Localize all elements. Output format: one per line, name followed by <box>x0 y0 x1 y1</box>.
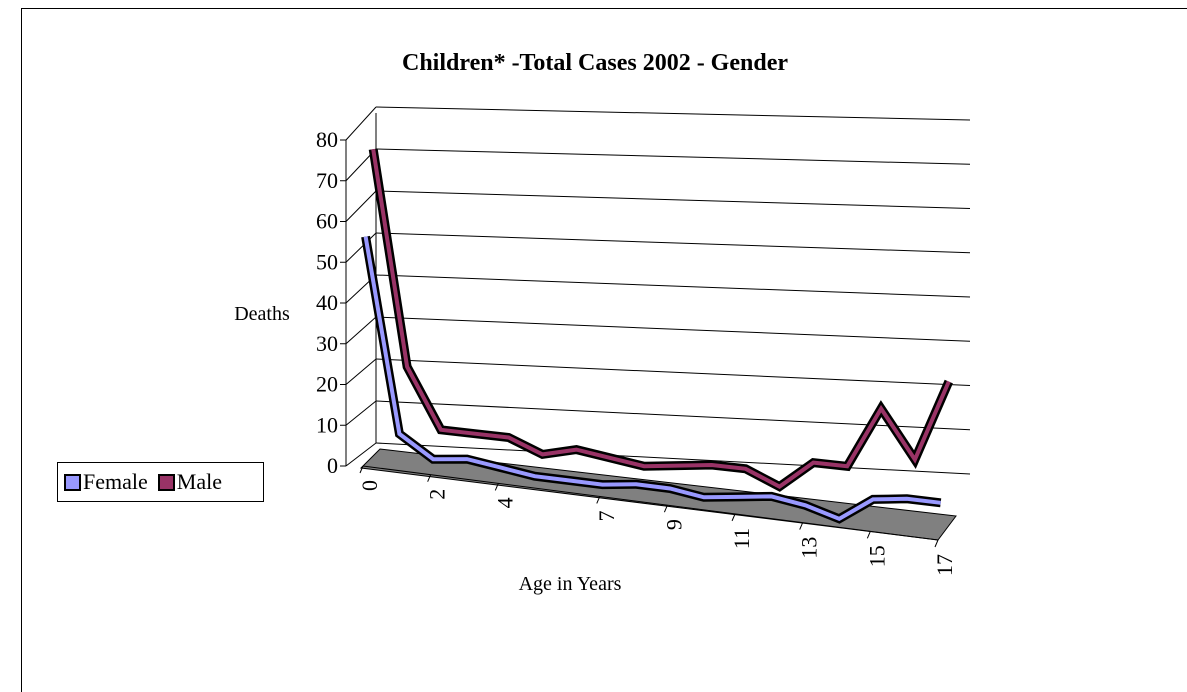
gridline-side <box>345 400 377 426</box>
x-tick-mark <box>494 483 499 491</box>
y-tick-label: 0 <box>327 453 338 478</box>
x-tick-mark <box>427 474 432 482</box>
x-tick-mark <box>359 465 364 474</box>
series-line-female <box>363 236 941 522</box>
legend-item-male: Male <box>157 469 222 495</box>
x-axis-line <box>362 465 939 541</box>
gridline-side <box>345 316 377 345</box>
x-tick-mark <box>596 496 601 504</box>
legend-swatch <box>64 473 81 491</box>
legend-item-female: Female <box>64 469 148 495</box>
x-tick-label: 4 <box>492 497 517 508</box>
gridline-side <box>345 190 377 222</box>
gridline <box>375 232 971 254</box>
gridline <box>375 190 971 209</box>
x-axis-label: Age in Years <box>519 573 622 595</box>
x-tick-label: 13 <box>797 537 822 559</box>
y-axis-label: Deaths <box>234 303 290 325</box>
gridline <box>375 106 971 121</box>
gridline <box>375 442 971 475</box>
x-tick-label: 15 <box>864 545 889 567</box>
y-tick-label: 30 <box>316 331 338 356</box>
series-group <box>361 148 953 524</box>
y-tick-label: 50 <box>316 249 338 274</box>
gridline <box>375 274 971 298</box>
y-axis-ticks: 0 10 20 30 40 50 60 70 80 <box>316 127 346 478</box>
x-tick-mark <box>731 513 736 522</box>
x-tick-label: 9 <box>661 519 686 530</box>
chart-frame <box>21 8 1187 692</box>
gridline <box>375 148 971 165</box>
x-tick-mark <box>663 504 668 513</box>
series-line-male <box>371 148 951 489</box>
x-axis-ticks: 0 2 4 7 9 11 13 15 17 <box>357 465 957 576</box>
y-tick-label: 60 <box>316 209 338 234</box>
y-tick-label: 20 <box>316 372 338 397</box>
legend: Female Male <box>57 462 264 502</box>
gridline-side <box>345 106 377 141</box>
x-tick-mark <box>866 531 871 539</box>
gridline <box>375 358 971 386</box>
legend-swatch <box>157 473 175 491</box>
x-tick-label: 2 <box>425 489 450 500</box>
x-tick-label: 17 <box>932 554 957 576</box>
legend-label: Female <box>83 469 148 494</box>
gridline <box>375 316 971 342</box>
gridline-side <box>345 358 377 385</box>
x-tick-mark <box>799 522 804 530</box>
y-tick-label: 40 <box>316 290 338 315</box>
x-tick-label: 11 <box>729 528 754 549</box>
y-tick-label: 10 <box>316 412 338 437</box>
y-tick-label: 80 <box>316 127 338 152</box>
gridline-side <box>345 442 377 467</box>
x-tick-label: 7 <box>594 510 619 521</box>
legend-label: Male <box>176 469 222 494</box>
gridline-side <box>345 232 377 263</box>
y-tick-label: 70 <box>316 168 338 193</box>
x-tick-mark <box>934 539 939 548</box>
x-tick-label: 0 <box>357 480 382 491</box>
chart-title: Children* -Total Cases 2002 - Gender <box>402 50 788 76</box>
